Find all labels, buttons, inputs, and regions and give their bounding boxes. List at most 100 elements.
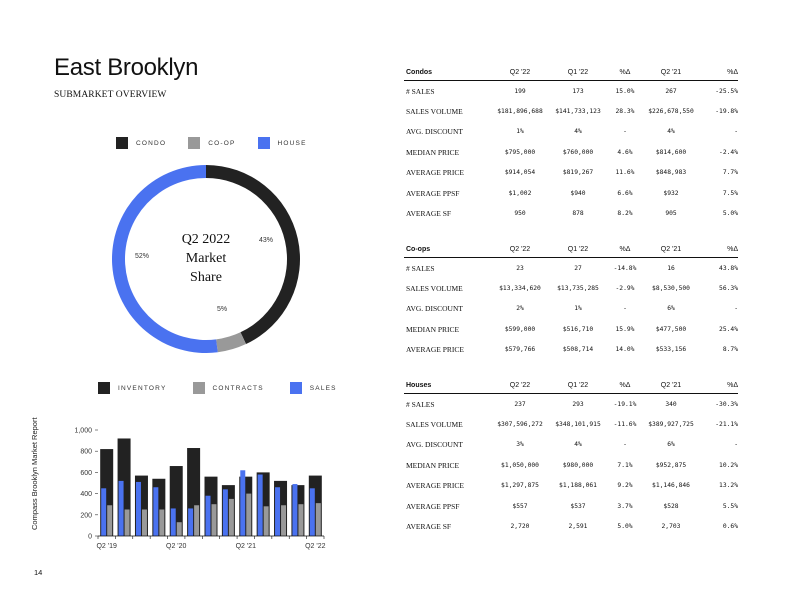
column-header: Q1 '22	[567, 69, 589, 76]
row-label: AVERAGE PRICE	[406, 345, 464, 355]
donut-coop-pct: 5%	[217, 306, 228, 313]
quarterly-bar-chart: 0 200 400 600 800 1,000 Q2 '19 Q2 '20 Q2 '21 Q2 '…	[62, 422, 332, 562]
table-cell: 878	[572, 210, 584, 218]
row-label: AVERAGE SF	[406, 522, 452, 532]
x-tick-label: Q2 '20	[166, 543, 187, 550]
bar-sales	[222, 489, 228, 536]
table-cell: -25.5%	[715, 87, 738, 95]
x-tick-label: Q2 '22	[305, 543, 326, 550]
table-cell: $528	[663, 502, 679, 510]
table-cell: 3%	[516, 441, 524, 449]
table-row: AVERAGE PRICE $1,297,875 $1,188,061 9.2% $1,…	[404, 476, 738, 496]
table-cell: 23	[516, 264, 524, 272]
bar-sales	[205, 495, 211, 536]
table-row: AVERAGE PPSF $557 $537 3.7% $528 5.5%	[404, 496, 738, 516]
legend-condo-swatch	[116, 137, 128, 149]
bar-sales	[257, 474, 263, 536]
donut-svg	[112, 165, 300, 353]
legend-house: HOUSE	[257, 137, 307, 149]
table-cell: $819,267	[562, 169, 594, 177]
y-tick-label: 600	[80, 470, 92, 477]
donut-segment-condo	[206, 165, 300, 345]
table-cell: $848,983	[655, 169, 687, 177]
column-header: %Δ	[619, 69, 631, 76]
column-header: Q2 '21	[660, 246, 682, 253]
table-cell: 16	[667, 264, 675, 272]
table-row: # SALES 237 293 -19.1% 340 -30.3%	[404, 394, 738, 414]
houses-table-header: Houses Q2 '22 Q1 '22 %Δ Q2 '21 %Δ	[404, 378, 738, 394]
bar-contracts	[124, 509, 130, 536]
side-report-label: Compass Brooklyn Market Report	[30, 417, 39, 530]
table-row: MEDIAN PRICE $1,050,000 $980,000 7.1% $952,8…	[404, 455, 738, 475]
table-row: SALES VOLUME $307,596,272 $348,101,915 -11.…	[404, 414, 738, 434]
column-header: Q2 '21	[660, 382, 682, 389]
table-cell: 2%	[516, 305, 524, 313]
y-tick-label: 0	[88, 534, 92, 541]
table-cell: 267	[665, 87, 677, 95]
table-row: AVERAGE SF 2,720 2,591 5.0% 2,703 0.6%	[404, 516, 738, 536]
table-cell: $932	[663, 189, 679, 197]
table-cell: 2,591	[568, 523, 588, 531]
row-label: # SALES	[406, 263, 435, 273]
table-cell: 5.5%	[722, 502, 738, 510]
legend-coop: CO-OP	[188, 137, 235, 149]
x-tick-label: Q2 '21	[236, 543, 257, 550]
table-cell: $348,101,915	[555, 421, 601, 429]
bar-contracts	[315, 503, 321, 536]
row-label: MEDIAN PRICE	[406, 324, 460, 334]
table-cell: $181,896,688	[497, 108, 543, 116]
table-cell: $557	[512, 502, 528, 510]
column-header: %Δ	[727, 69, 738, 76]
table-cell: 6.6%	[617, 189, 633, 197]
table-cell: $980,000	[562, 461, 594, 469]
table-cell: $795,000	[504, 148, 536, 156]
table-cell: $13,334,620	[499, 285, 541, 293]
table-cell: $914,054	[504, 169, 536, 177]
y-tick-label: 400	[80, 491, 92, 498]
donut-center-line-3: Share	[190, 270, 222, 285]
coops-table-title: Co-ops	[406, 246, 431, 253]
bar-sales	[135, 481, 141, 536]
table-row: AVERAGE PPSF $1,002 $940 6.6% $932 7.5%	[404, 183, 738, 203]
row-label: MEDIAN PRICE	[406, 147, 460, 157]
legend-sales-label: SALES	[309, 384, 337, 392]
row-label: SALES VOLUME	[406, 107, 463, 117]
row-label: AVERAGE PRICE	[406, 481, 464, 491]
table-cell: 7.7%	[722, 169, 738, 177]
table-cell: $516,710	[562, 325, 594, 333]
table-cell: 8.2%	[617, 210, 633, 218]
legend-sales-swatch	[289, 382, 302, 394]
houses-table-title: Houses	[406, 382, 432, 389]
bar-contracts	[246, 493, 252, 536]
table-cell: -	[623, 128, 627, 136]
row-label: SALES VOLUME	[406, 284, 463, 294]
donut-center-line-1: Q2 2022	[181, 232, 231, 247]
legend-inventory-label: INVENTORY	[118, 384, 167, 392]
y-tick-label: 800	[80, 449, 92, 456]
bar-sales	[101, 488, 107, 536]
table-cell: 173	[572, 87, 584, 95]
legend-coop-label: CO-OP	[208, 139, 236, 147]
bar-contracts	[176, 522, 182, 536]
row-label: AVG. DISCOUNT	[406, 304, 463, 314]
table-cell: 56.3%	[719, 285, 738, 293]
table-cell: 1%	[516, 128, 524, 136]
bar-contracts	[107, 505, 113, 536]
table-cell: $389,927,725	[648, 421, 694, 429]
column-header: %Δ	[619, 246, 631, 253]
row-label: AVERAGE SF	[406, 209, 452, 219]
table-row: MEDIAN PRICE $599,000 $516,710 15.9% $477,50…	[404, 319, 738, 339]
page-subtitle: SUBMARKET OVERVIEW	[54, 90, 167, 100]
houses-table: Houses Q2 '22 Q1 '22 %Δ Q2 '21 %Δ # SALES 237 29…	[404, 378, 738, 537]
page-title: East Brooklyn	[54, 54, 199, 81]
column-header: %Δ	[727, 382, 738, 389]
bar-sales	[188, 508, 194, 536]
donut-legend: CONDO CO-OP HOUSE	[116, 137, 329, 149]
column-header: %Δ	[619, 382, 631, 389]
coops-table-header: Co-ops Q2 '22 Q1 '22 %Δ Q2 '21 %Δ	[404, 242, 738, 258]
table-cell: 7.1%	[617, 461, 633, 469]
table-cell: 5.0%	[617, 523, 633, 531]
table-cell: 2,720	[510, 523, 530, 531]
table-cell: 6%	[667, 441, 675, 449]
table-cell: $477,500	[655, 325, 687, 333]
